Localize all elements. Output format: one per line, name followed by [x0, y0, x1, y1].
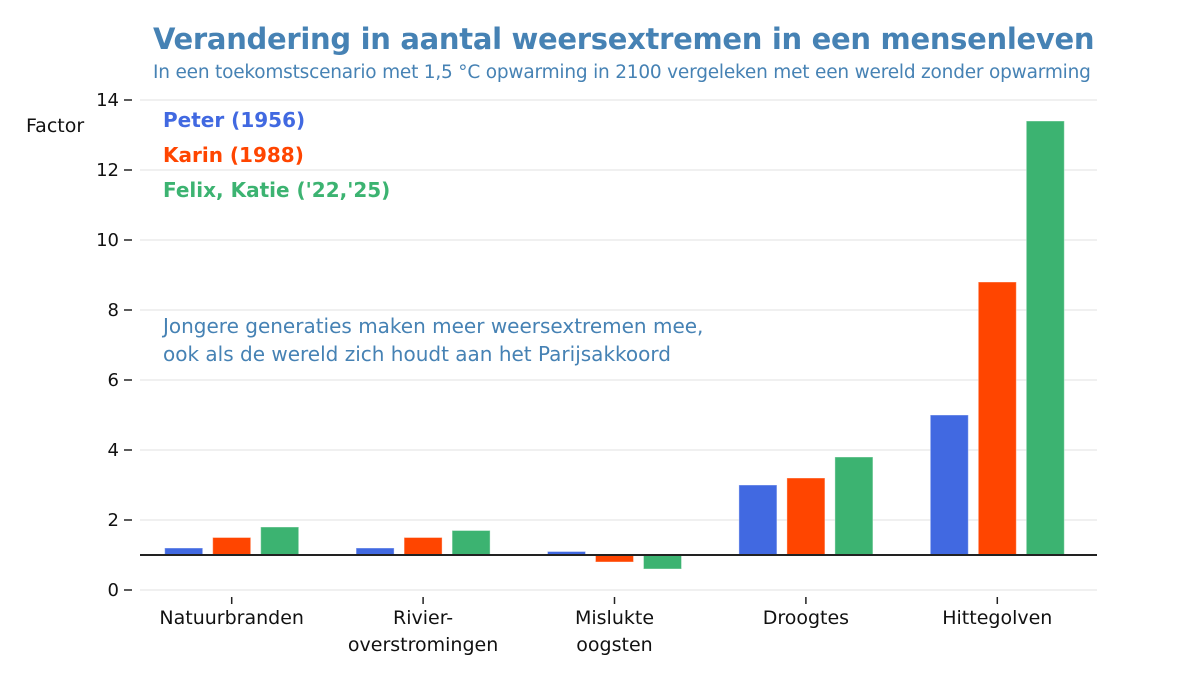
bars — [164, 120, 1065, 570]
x-axis: Natuurbranden Rivier-overstromingen Misluk… — [159, 597, 1052, 656]
y-tick-label: 10 — [96, 230, 119, 251]
legend-item-3: Felix, Katie ('22,'25) — [163, 178, 390, 202]
bar-2-1 — [212, 537, 252, 556]
x-tick-label: Mislukte — [575, 607, 654, 629]
bar-3-3 — [643, 554, 682, 570]
annotation-line: Jongere generaties maken meer weersextre… — [161, 314, 703, 338]
bar-3-2 — [451, 530, 491, 556]
chart-title: Verandering in aantal weersextremen in e… — [153, 22, 1095, 56]
x-tick-label: Hittegolven — [942, 607, 1052, 629]
chart-subtitle: In een toekomstscenario met 1,5 °C opwar… — [153, 62, 1091, 83]
annotation: Jongere generaties maken meer weersextre… — [161, 314, 703, 366]
bar-3-4 — [834, 456, 874, 556]
x-tick-label: overstromingen — [348, 634, 498, 656]
y-tick-label: 6 — [108, 370, 119, 391]
y-tick-label: 4 — [108, 440, 119, 461]
y-axis-label: Factor — [26, 115, 84, 137]
x-tick-label: Rivier- — [393, 607, 453, 629]
bar-1-4 — [738, 484, 778, 556]
bar-1-1 — [164, 547, 204, 556]
bar-2-2 — [403, 537, 443, 556]
bar-1-2 — [355, 547, 395, 556]
legend: Peter (1956) Karin (1988) Felix, Katie ('2… — [163, 108, 390, 202]
legend-item-1: Peter (1956) — [163, 108, 305, 132]
bar-2-4 — [786, 477, 826, 556]
bar-3-5 — [1025, 120, 1065, 556]
bar-3-1 — [260, 526, 300, 556]
bar-2-3 — [595, 554, 634, 563]
x-tick-label: Droogtes — [763, 607, 849, 629]
x-tick-label: Natuurbranden — [159, 607, 304, 629]
annotation-line: ook als de wereld zich houdt aan het Par… — [163, 342, 671, 366]
y-tick-label: 12 — [96, 160, 119, 181]
y-axis: 0 2 4 6 8 10 12 14 — [96, 90, 132, 601]
legend-item-2: Karin (1988) — [163, 143, 304, 167]
gridlines — [140, 99, 1097, 591]
bar-2-5 — [977, 281, 1017, 556]
y-tick-label: 2 — [108, 510, 119, 531]
y-tick-label: 8 — [108, 300, 119, 321]
y-tick-label: 14 — [96, 90, 119, 111]
bar-1-5 — [929, 414, 969, 556]
x-tick-label: oogsten — [576, 634, 652, 656]
y-tick-label: 0 — [108, 580, 119, 601]
